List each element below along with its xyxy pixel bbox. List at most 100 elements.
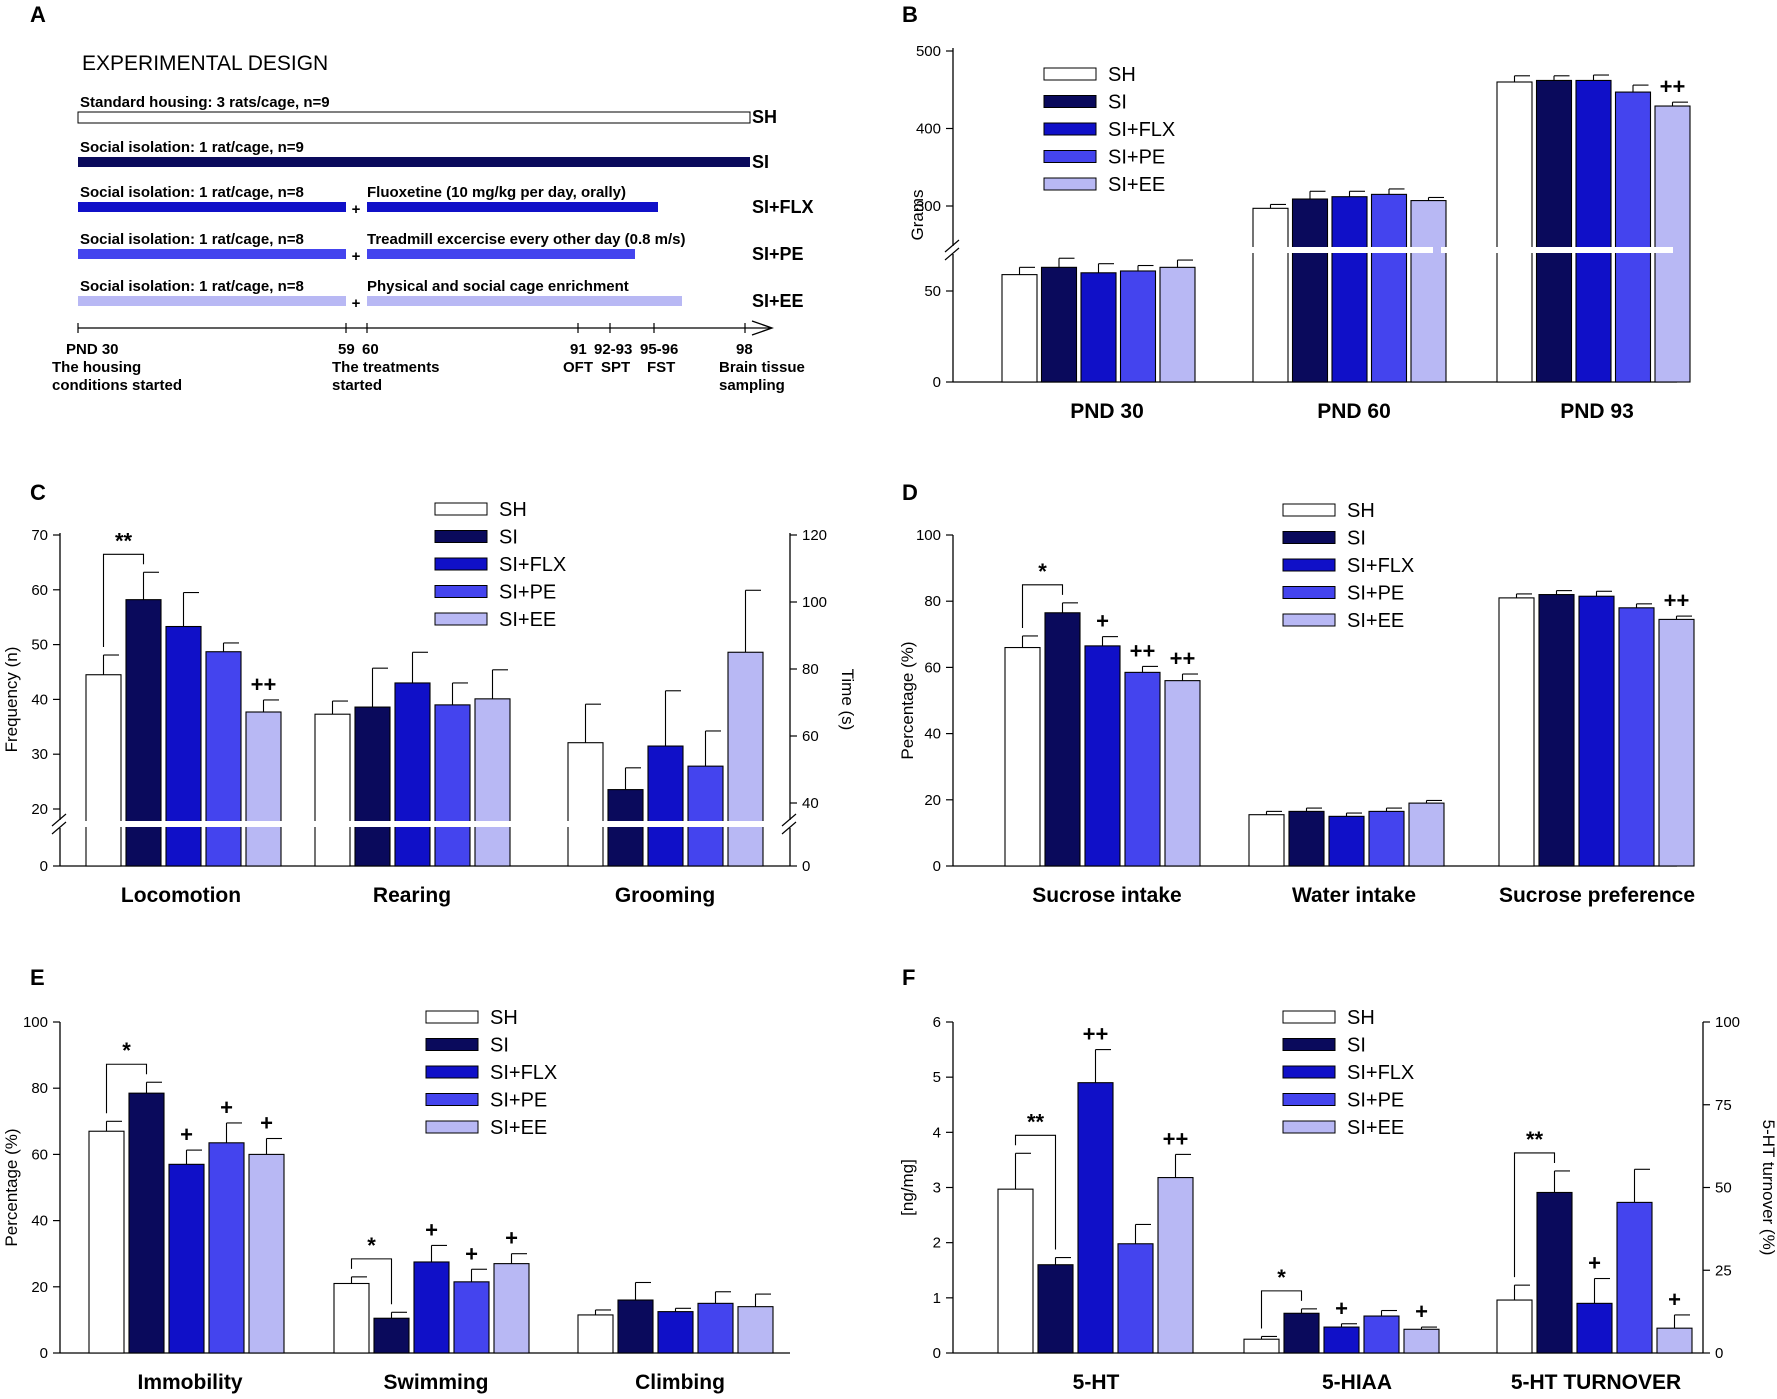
bar-si-pe	[1119, 270, 1157, 383]
legend-label: SI	[1347, 528, 1366, 550]
y-tick-label: 20	[924, 792, 941, 809]
y-axis-title: Grams	[908, 190, 927, 241]
legend-label: SH	[1347, 500, 1375, 522]
bar-si	[128, 1092, 165, 1354]
bar-si-flx	[1578, 595, 1615, 867]
axis-break-slash	[944, 239, 960, 253]
legend-swatch	[1282, 531, 1336, 544]
significance-bracket	[105, 1063, 148, 1114]
design-bar-treatment	[367, 249, 635, 259]
x-category-label: 5-HIAA	[1322, 1371, 1392, 1394]
legend: SH SI SI+FLX SI+PE SI+EE	[1282, 1007, 1414, 1139]
legend-swatch	[1282, 503, 1336, 517]
bar-si-ee	[1157, 1177, 1194, 1354]
legend-label: SI+FLX	[1108, 119, 1175, 141]
bar-sh	[1496, 81, 1533, 383]
significance-marker: ++	[1130, 638, 1156, 663]
legend-swatch	[1282, 613, 1336, 627]
significance-marker: ++	[1664, 588, 1690, 613]
legend-item-si-flx: SI+FLX	[425, 1062, 557, 1084]
y2-tick-label: 0	[802, 858, 810, 875]
y-tick-label: 80	[31, 1080, 48, 1097]
y-tick-label: 1	[933, 1290, 941, 1307]
axis-break-gap	[1441, 247, 1673, 253]
y-tick-label: 60	[31, 582, 48, 599]
panel-d-chart: 0 20 40 60 80 100 Percentage (%) Sucrose intake…	[898, 500, 1695, 907]
x-category-label: Sucrose preference	[1499, 884, 1695, 907]
bar-si-ee	[1658, 618, 1695, 867]
legend-label: SI+PE	[1347, 583, 1404, 605]
bar-si-pe	[434, 704, 471, 867]
design-treatment-label: Physical and social cage enrichment	[367, 278, 629, 295]
design-title: EXPERIMENTAL DESIGN	[82, 52, 328, 75]
significance-marker: +	[1588, 1251, 1601, 1276]
significance-marker: ++	[1170, 646, 1196, 671]
legend-item-si-pe: SI+PE	[425, 1090, 547, 1112]
legend-swatch	[425, 1065, 479, 1079]
y-tick-label: 40	[924, 726, 941, 743]
panel-letter-c: C	[30, 480, 46, 505]
significance-marker: +	[220, 1095, 233, 1120]
bar-si	[1044, 612, 1081, 867]
bar-si-flx	[647, 745, 684, 867]
bar-si-flx	[1576, 1302, 1613, 1354]
bar-si-pe	[1117, 1243, 1154, 1354]
y2-tick-label: 60	[802, 728, 819, 745]
bar-si-flx	[1084, 645, 1121, 867]
legend-item-si-flx: SI+FLX	[434, 554, 566, 576]
bar-si-ee	[474, 698, 511, 867]
significance-marker: +	[1335, 1296, 1348, 1321]
axis-break-gap	[295, 821, 537, 827]
legend-swatch	[1282, 1093, 1336, 1106]
bar-sh	[1001, 274, 1038, 383]
significance-marker: +	[180, 1122, 193, 1147]
legend-item-sh: SH	[1282, 500, 1375, 522]
bar-si	[607, 789, 644, 867]
design-bar	[77, 111, 751, 124]
legend-swatch	[1282, 1038, 1336, 1051]
bar-sh	[1252, 207, 1289, 383]
significance-marker: +	[505, 1226, 518, 1251]
legend-item-si-ee: SI+EE	[1282, 1117, 1404, 1139]
y-tick-label: 0	[40, 858, 48, 875]
bar-sh	[333, 1282, 370, 1354]
y-tick-label: 300	[916, 198, 941, 215]
legend-item-si-pe: SI+PE	[1282, 1090, 1404, 1112]
bar-si-pe	[208, 1142, 245, 1354]
bar-sh	[1496, 1299, 1533, 1354]
design-row-label: Social isolation: 1 rat/cage, n=8	[80, 184, 304, 201]
bar-si-pe	[1124, 671, 1161, 867]
timeline-day: 92-93	[594, 341, 632, 358]
axis-break-gap	[1199, 247, 1433, 253]
category-rearing: Rearing	[314, 651, 511, 907]
y-tick-label: 2	[933, 1235, 941, 1252]
design-row-si: Social isolation: 1 rat/cage, n=9 SI	[78, 139, 769, 172]
bar-si-pe	[1618, 607, 1655, 867]
design-bar-treatment	[367, 296, 682, 306]
bar-si-pe	[1614, 91, 1652, 383]
x-category-label: PND 30	[1070, 400, 1144, 423]
panel-e-chart: 0 20 40 60 80 100 Percentage (%) Immobility Swim…	[2, 1007, 790, 1394]
bar-si	[1040, 266, 1078, 383]
legend-item-si: SI	[425, 1035, 509, 1057]
legend-label: SI+PE	[1347, 1090, 1404, 1112]
y2-tick-label: 40	[802, 795, 819, 812]
y2-tick-label: 80	[802, 661, 819, 678]
y2-tick-label: 75	[1715, 1097, 1732, 1114]
y2-tick-label: 100	[1715, 1014, 1740, 1031]
bar-si-flx	[165, 625, 202, 867]
legend-item-si-ee: SI+EE	[1043, 174, 1165, 196]
legend-item-si-ee: SI+EE	[434, 609, 556, 631]
bar-si-pe	[1363, 1315, 1400, 1354]
axis-break-mask	[947, 246, 959, 254]
legend-item-si-flx: SI+FLX	[1282, 1062, 1414, 1084]
design-bar-housing	[78, 202, 346, 212]
significance-marker: +	[260, 1111, 273, 1136]
axis-break-slash	[51, 821, 67, 835]
bar-si-ee	[245, 711, 282, 867]
bar-si	[1538, 594, 1575, 867]
y-tick-label: 40	[31, 691, 48, 708]
category-immobility: Immobility	[88, 1081, 285, 1394]
legend-swatch	[434, 557, 488, 571]
